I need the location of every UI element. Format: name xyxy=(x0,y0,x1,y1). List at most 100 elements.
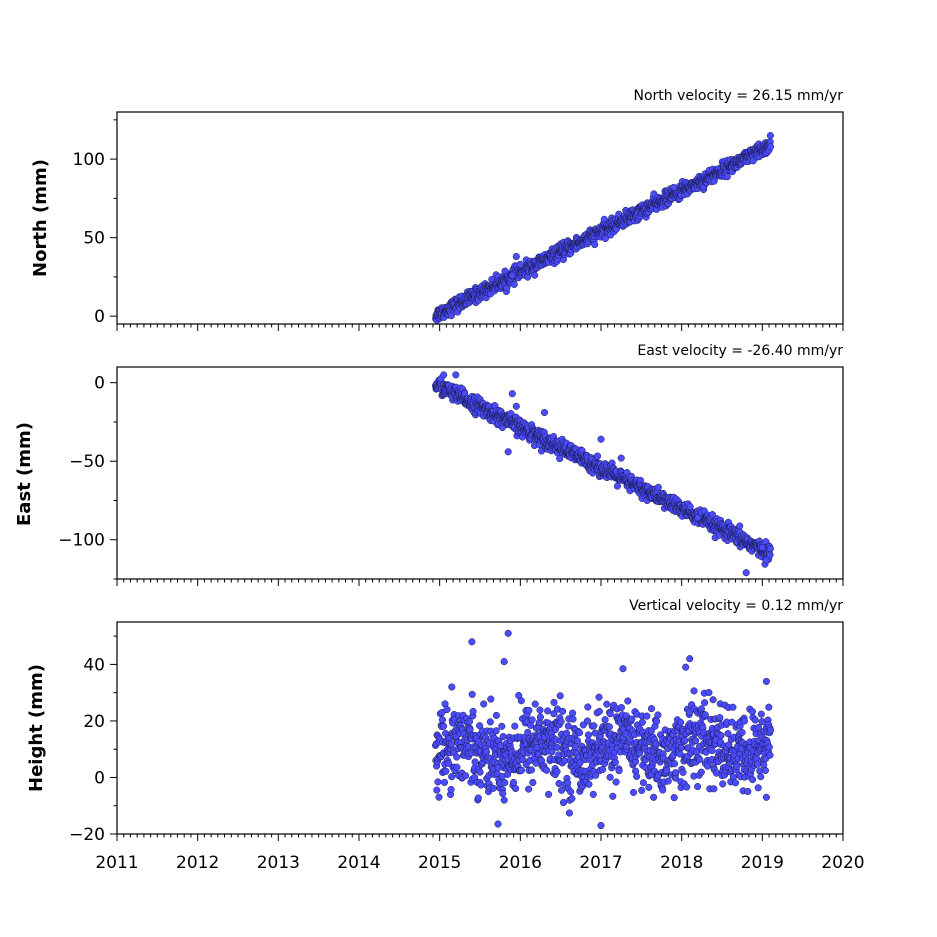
outlier-point xyxy=(508,390,516,398)
outlier-point xyxy=(500,796,508,804)
data-point xyxy=(589,790,597,798)
height-points xyxy=(431,629,775,830)
data-point xyxy=(633,772,641,780)
data-point xyxy=(749,776,757,784)
data-point xyxy=(709,696,717,704)
data-point xyxy=(544,707,552,715)
data-point xyxy=(748,707,756,716)
x-tick-label: 2016 xyxy=(499,853,542,873)
outlier-point xyxy=(516,260,524,268)
outlier-point xyxy=(762,677,770,685)
data-point xyxy=(701,699,709,707)
data-point xyxy=(606,710,614,718)
x-tick-label: 2011 xyxy=(95,853,138,873)
data-point xyxy=(609,792,617,800)
data-point xyxy=(638,786,646,794)
data-point xyxy=(509,778,518,787)
data-point xyxy=(556,692,564,700)
data-point xyxy=(613,482,621,490)
outlier-point xyxy=(504,448,512,456)
data-point xyxy=(692,737,700,745)
x-tick-label: 2017 xyxy=(579,853,622,873)
outlier-point xyxy=(670,183,678,191)
data-point xyxy=(653,717,661,725)
data-point xyxy=(766,751,774,759)
data-point xyxy=(723,173,731,181)
outlier-point xyxy=(597,435,605,443)
data-point xyxy=(527,766,536,774)
outlier-point xyxy=(468,638,476,646)
data-point xyxy=(447,785,455,794)
data-point xyxy=(501,779,509,787)
data-point xyxy=(615,767,623,775)
x-tick-label: 2018 xyxy=(660,853,703,873)
data-point xyxy=(603,700,611,708)
data-point xyxy=(677,744,685,752)
data-point xyxy=(654,711,662,719)
data-point xyxy=(543,766,551,774)
x-tick-label: 2020 xyxy=(821,853,864,873)
data-point xyxy=(492,727,500,735)
x-tick-label: 2014 xyxy=(337,853,380,873)
data-point xyxy=(754,723,763,731)
outlier-point xyxy=(686,655,694,663)
data-point xyxy=(510,280,518,288)
data-point xyxy=(469,707,477,715)
outlier-point xyxy=(694,514,702,522)
data-point xyxy=(647,705,656,713)
data-point xyxy=(477,781,485,789)
y-tick-label: 0 xyxy=(94,307,105,327)
data-point xyxy=(650,793,658,801)
data-point xyxy=(498,722,506,730)
outlier-point xyxy=(758,544,766,552)
data-point xyxy=(683,783,691,791)
data-point xyxy=(440,778,449,786)
data-point xyxy=(731,779,740,787)
data-point xyxy=(559,707,567,715)
data-point xyxy=(494,820,502,828)
outlier-point xyxy=(766,132,774,140)
data-point xyxy=(447,740,455,748)
data-point xyxy=(677,718,685,726)
data-point xyxy=(628,715,636,723)
data-point xyxy=(583,717,591,725)
data-point xyxy=(559,798,568,807)
outlier-point xyxy=(545,790,553,798)
data-point xyxy=(761,766,769,775)
y-tick-label: 0 xyxy=(94,374,105,394)
data-point xyxy=(584,731,592,739)
data-point xyxy=(487,695,495,703)
data-point xyxy=(531,271,539,279)
data-point xyxy=(528,716,536,724)
data-point xyxy=(629,788,638,796)
outlier-point xyxy=(597,821,605,830)
data-point xyxy=(766,143,775,151)
data-point xyxy=(453,763,461,771)
data-point xyxy=(719,780,727,788)
data-point xyxy=(754,784,762,792)
outlier-point xyxy=(540,408,549,417)
north-y-axis-label: North (mm) xyxy=(30,159,51,277)
data-point xyxy=(550,698,558,706)
data-point xyxy=(696,755,704,764)
data-point xyxy=(512,784,520,793)
data-point xyxy=(555,779,563,788)
data-point xyxy=(568,794,576,803)
outlier-point xyxy=(448,683,456,691)
data-point xyxy=(536,706,544,714)
x-tick-label: 2013 xyxy=(257,853,300,873)
y-tick-label: 40 xyxy=(83,655,105,675)
data-point xyxy=(492,711,500,719)
data-point xyxy=(733,762,741,770)
data-point xyxy=(716,714,724,722)
data-point xyxy=(605,723,613,731)
data-point xyxy=(453,753,461,761)
outlier-point xyxy=(617,454,625,462)
x-tick-label: 2015 xyxy=(418,853,461,873)
data-point xyxy=(751,716,759,724)
data-point xyxy=(434,778,442,786)
data-point xyxy=(524,273,532,281)
data-point xyxy=(440,722,448,730)
data-point xyxy=(590,722,598,730)
